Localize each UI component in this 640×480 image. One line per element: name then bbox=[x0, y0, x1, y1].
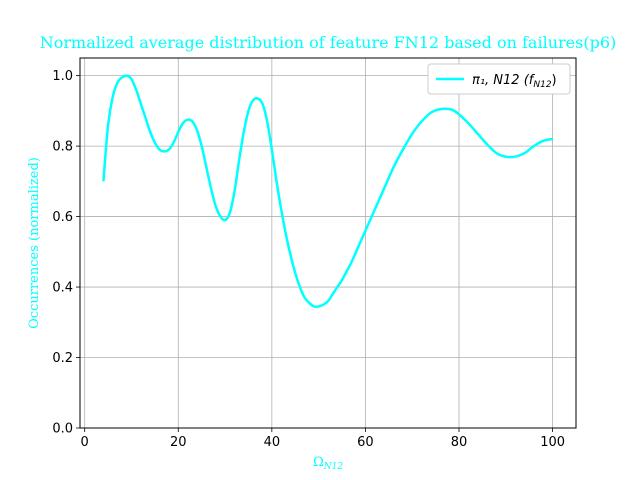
legend-label-sub: N12 bbox=[533, 80, 551, 90]
x-tick-label: 20 bbox=[170, 435, 187, 450]
x-tick-label: 0 bbox=[81, 435, 89, 450]
x-tick-label: 100 bbox=[540, 435, 565, 450]
legend-box bbox=[427, 63, 571, 95]
x-tick-label: 80 bbox=[451, 435, 468, 450]
x-axis-label-sub: N12 bbox=[323, 462, 344, 472]
legend-label-tail: ) bbox=[552, 73, 557, 88]
y-tick-label: 0.4 bbox=[52, 281, 73, 296]
y-axis-ticks: 0.0 0.2 0.4 0.6 0.8 1.0 bbox=[52, 69, 80, 437]
series-line-0 bbox=[102, 74, 553, 309]
x-axis-ticks: 0 20 40 60 80 100 bbox=[81, 428, 565, 450]
x-tick-label: 40 bbox=[264, 435, 281, 450]
legend-label-main: π₁, N12 (f bbox=[472, 73, 536, 88]
y-axis-label: Occurrences (normalized) bbox=[27, 157, 42, 329]
legend-label: π₁, N12 (fN12) bbox=[472, 73, 557, 90]
x-axis-label: ΩN12 bbox=[313, 455, 343, 472]
y-tick-label: 1.0 bbox=[52, 69, 73, 84]
y-tick-label: 0.2 bbox=[52, 351, 73, 366]
y-tick-label: 0.0 bbox=[52, 422, 73, 437]
y-tick-label: 0.8 bbox=[52, 140, 73, 155]
series-layer bbox=[102, 74, 553, 309]
grid bbox=[80, 58, 576, 429]
chart-title: Normalized average distribution of featu… bbox=[40, 33, 616, 52]
plot-frame bbox=[79, 57, 577, 429]
x-axis-label-main: Ω bbox=[313, 455, 324, 470]
legend: π₁, N12 (fN12) bbox=[427, 63, 571, 95]
x-tick-label: 60 bbox=[357, 435, 374, 450]
y-tick-label: 0.6 bbox=[52, 210, 73, 225]
